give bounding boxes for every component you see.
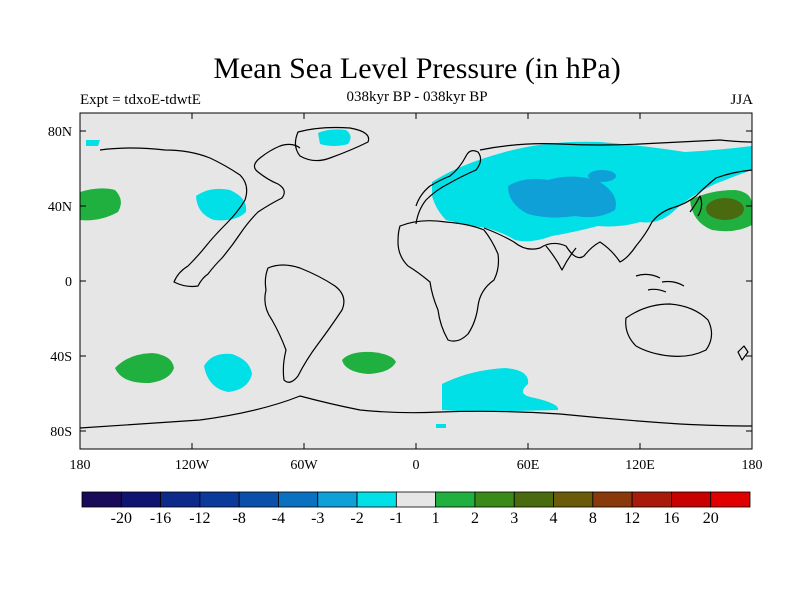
colorbar-label: 3: [510, 510, 518, 527]
colorbar-swatch: [238, 491, 279, 508]
lon-tick-label: 120E: [625, 458, 655, 473]
colorbar-label: 8: [589, 510, 597, 527]
lon-tick-label: 180: [70, 458, 91, 473]
colorbar-label: 16: [663, 510, 679, 527]
coastlines: [79, 126, 753, 429]
coastline-antarctica: [79, 395, 753, 429]
colorbar-label: -3: [311, 510, 324, 527]
lat-tick-label: 40N: [48, 200, 72, 215]
colorbar-label: 4: [550, 510, 558, 527]
colorbar-swatch: [81, 491, 122, 508]
coastline-north-america: [99, 143, 301, 288]
anomaly-south-pacific: [115, 353, 174, 384]
colorbar-swatch: [592, 491, 633, 508]
colorbar-label: 20: [703, 510, 719, 527]
coastline-europe: [415, 150, 482, 225]
colorbar-label: 2: [471, 510, 479, 527]
map-title: Mean Sea Level Pressure (in hPa): [213, 52, 621, 85]
anomaly-south-pacific-cyan: [204, 353, 252, 392]
coastline-australia: [625, 303, 713, 357]
colorbar-swatch: [356, 491, 397, 508]
colorbar-swatch: [395, 491, 437, 508]
lon-tick-label: 120W: [175, 458, 210, 473]
colorbar-label: -4: [272, 510, 285, 527]
colorbar-swatch: [474, 491, 515, 508]
anomaly-north-pacific-east: [80, 188, 121, 221]
coastline-africa: [397, 220, 500, 342]
anomaly-south-atlantic: [342, 351, 396, 374]
experiment-label: Expt = tdxoE-tdwtE: [80, 92, 201, 108]
colorbar-swatch: [120, 491, 161, 508]
latitude-labels: 80N 40N 0 40S 80S: [48, 125, 72, 440]
lon-tick-label: 60W: [290, 458, 318, 473]
lat-tick-label: 80S: [50, 425, 72, 440]
anomaly-regions: [80, 129, 752, 428]
coastline-asia: [479, 139, 753, 263]
colorbar-label: -8: [233, 510, 246, 527]
period-label: 038kyr BP - 038kyr BP: [346, 89, 488, 105]
anomaly-arctic-sliver: [86, 140, 100, 146]
anomaly-eurasia-core: [508, 176, 616, 218]
colorbar-label: 12: [624, 510, 640, 527]
colorbar-label: -16: [150, 510, 171, 527]
colorbar-label: -2: [350, 510, 363, 527]
lat-tick-label: 80N: [48, 125, 72, 140]
colorbar-swatch: [435, 491, 476, 508]
colorbar-label: -20: [111, 510, 132, 527]
axis-ticks: [79, 113, 753, 449]
colorbar-label: 1: [432, 510, 440, 527]
anomaly-greenland: [318, 129, 351, 146]
coastline-indonesia: [635, 273, 685, 293]
coastline-india: [545, 245, 577, 271]
coastline-new-zealand: [737, 345, 749, 361]
anomaly-southern-ocean: [442, 368, 559, 412]
colorbar-swatch: [671, 491, 712, 508]
colorbar-label: -12: [189, 510, 210, 527]
anomaly-north-atlantic: [196, 188, 247, 221]
lon-tick-label: 0: [413, 458, 420, 473]
anomaly-siberia-core: [588, 170, 616, 182]
colorbar-swatch: [278, 491, 319, 508]
season-label: JJA: [730, 92, 753, 108]
anomaly-antarctic-fleck: [436, 424, 446, 428]
colorbar-swatch: [553, 491, 594, 508]
coastline-japan: [689, 195, 703, 217]
colorbar-swatch: [199, 491, 240, 508]
anomaly-north-pacific-core: [706, 198, 744, 220]
lat-tick-label: 40S: [50, 350, 72, 365]
colorbar-label: -1: [390, 510, 403, 527]
colorbar-swatch: [317, 491, 358, 508]
colorbar-swatch: [631, 491, 672, 508]
colorbar-swatch: [513, 491, 554, 508]
colorbar-swatch: [160, 491, 201, 508]
colorbar: -20 -16 -12 -8 -4 -3 -2 -1 1 2 3 4 8 12 16 20: [81, 491, 751, 527]
coastline-south-america: [264, 264, 345, 383]
lat-tick-label: 0: [65, 275, 72, 290]
colorbar-swatch: [710, 491, 751, 508]
lon-tick-label: 180: [742, 458, 763, 473]
coastline-greenland: [294, 126, 370, 162]
longitude-labels: 180 120W 60W 0 60E 120E 180: [70, 458, 763, 473]
lon-tick-label: 60E: [517, 458, 540, 473]
